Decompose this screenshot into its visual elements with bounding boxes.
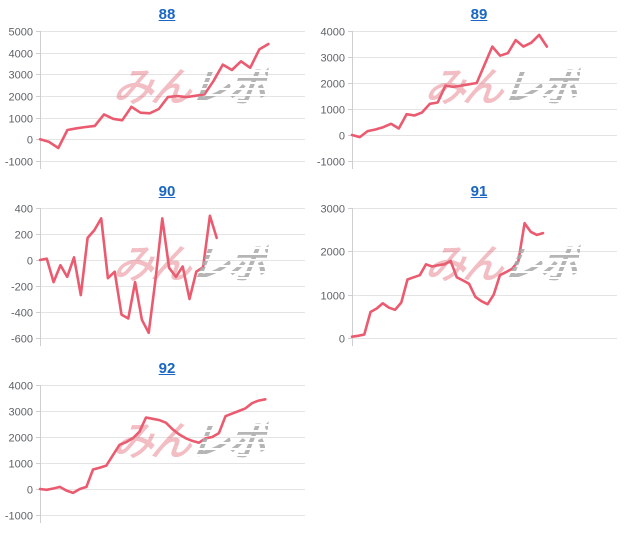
chart-92: 4000 3000 2000 1000 0 -1000 みんレポ	[0, 379, 312, 529]
chart-line	[38, 214, 218, 335]
chart-line	[350, 221, 545, 338]
chart-cell-92: 92 4000 3000 2000 1000 0 -1000 みんレポ	[0, 354, 312, 531]
chart-link-91[interactable]: 91	[470, 183, 488, 200]
chart-cell-88: 88 5000 4000 3000 2000 1000 0 -1000 みんレポ	[0, 0, 312, 177]
y-axis-label: 200	[15, 230, 33, 242]
y-axis-label: 3000	[321, 53, 345, 65]
empty-cell	[312, 354, 624, 531]
chart-link-88[interactable]: 88	[158, 6, 176, 23]
chart-title-row: 88	[0, 0, 312, 25]
chart-title-row: 90	[0, 177, 312, 202]
chart-line	[38, 42, 270, 150]
y-axis-label: 3000	[9, 407, 33, 419]
chart-link-90[interactable]: 90	[158, 183, 176, 200]
y-axis-label: 2000	[9, 92, 33, 104]
y-axis-label: 0	[27, 485, 33, 497]
chart-88: 5000 4000 3000 2000 1000 0 -1000 みんレポ	[0, 25, 312, 175]
y-axis-label: 0	[27, 256, 33, 268]
chart-89: 4000 3000 2000 1000 0 -1000 みんレポ	[312, 25, 624, 175]
chart-title-row: 89	[312, 0, 624, 25]
chart-link-92[interactable]: 92	[158, 360, 176, 377]
chart-cell-90: 90 400 200 0 -200 -400 -600 みんレポ	[0, 177, 312, 354]
y-axis-label: 1000	[9, 459, 33, 471]
chart-title-row: 92	[0, 354, 312, 379]
chart-line	[350, 33, 549, 139]
chart-title-row: 91	[312, 177, 624, 202]
y-axis-label: -600	[11, 334, 33, 346]
y-axis-label: -1000	[5, 511, 33, 523]
chart-link-89[interactable]: 89	[470, 6, 488, 23]
y-axis-label: 0	[339, 131, 345, 143]
line-chart-svg: 4000 3000 2000 1000 0 -1000	[317, 27, 617, 169]
chart-line	[38, 397, 267, 495]
chart-cell-91: 91 3000 2000 1000 0 みんレポ	[312, 177, 624, 354]
y-axis-label: 4000	[9, 49, 33, 61]
line-chart-svg: 4000 3000 2000 1000 0 -1000	[5, 381, 305, 523]
y-axis-label: 3000	[9, 70, 33, 82]
y-axis-label: -200	[11, 282, 33, 294]
y-axis-label: 400	[15, 204, 33, 216]
y-axis-label: 1000	[321, 105, 345, 117]
y-axis-label: 2000	[9, 433, 33, 445]
y-axis-label: 2000	[321, 247, 345, 259]
y-axis-label: -1000	[317, 157, 345, 169]
chart-90: 400 200 0 -200 -400 -600 みんレポ	[0, 202, 312, 352]
y-axis-label: -1000	[5, 157, 33, 169]
y-axis-label: -400	[11, 308, 33, 320]
y-axis-label: 1000	[9, 114, 33, 126]
line-chart-svg: 3000 2000 1000 0	[321, 204, 617, 346]
y-axis-label: 0	[339, 334, 345, 346]
y-axis-label: 3000	[321, 204, 345, 216]
chart-91: 3000 2000 1000 0 みんレポ	[312, 202, 624, 352]
y-axis-label: 0	[27, 135, 33, 147]
y-axis-label: 4000	[9, 381, 33, 393]
chart-cell-89: 89 4000 3000 2000 1000 0 -1000 みんレポ	[312, 0, 624, 177]
y-axis-label: 1000	[321, 291, 345, 303]
line-chart-svg: 400 200 0 -200 -400 -600	[11, 204, 305, 346]
y-axis-label: 4000	[321, 27, 345, 39]
y-axis-label: 2000	[321, 79, 345, 91]
line-chart-svg: 5000 4000 3000 2000 1000 0 -1000	[5, 27, 305, 169]
y-axis-label: 5000	[9, 27, 33, 39]
